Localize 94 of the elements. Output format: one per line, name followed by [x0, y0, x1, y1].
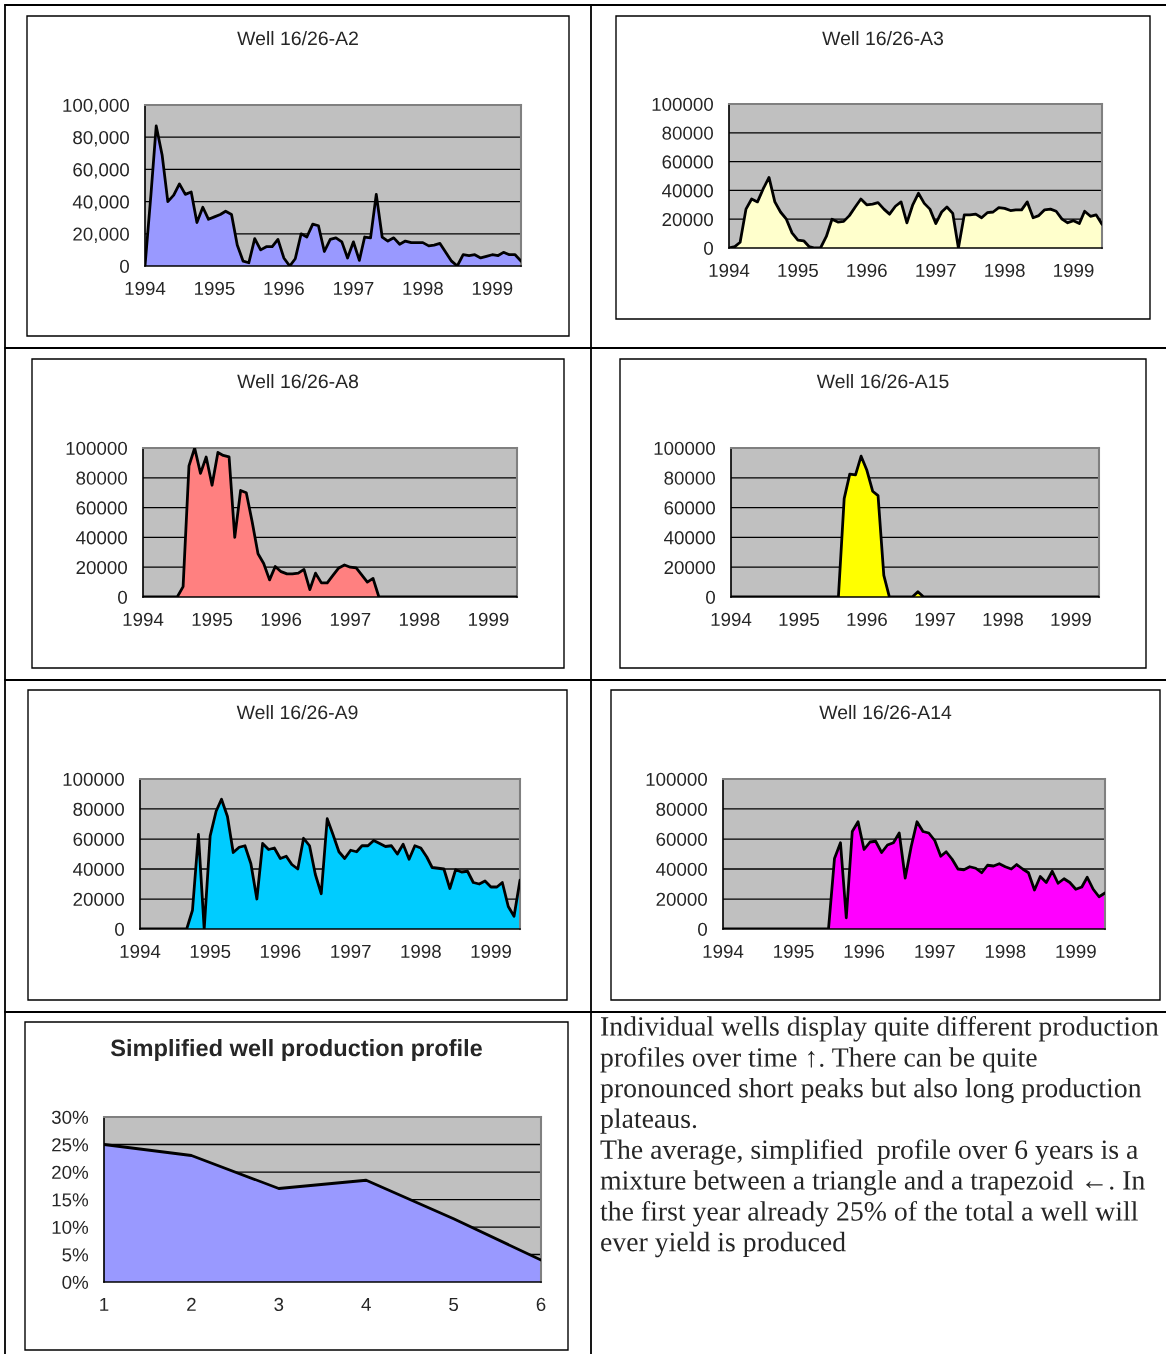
y-tick-label: 20,000	[73, 227, 129, 243]
y-tick-label: 20%	[52, 1165, 89, 1179]
y-tick-label: 80000	[76, 471, 127, 485]
text: Individual wells display quite different production profiles over time ↑. There can be quite pronounced short peaks but also long production plateaus.	[600, 1016, 1159, 1134]
y-tick-label: 0	[704, 241, 713, 255]
x-tick-label: 1996	[847, 263, 887, 278]
x-tick-label: 1997	[334, 281, 374, 296]
y-tick-label: 0	[115, 922, 124, 936]
y-tick-label: 80000	[664, 471, 715, 485]
y-tick-label: 40000	[656, 862, 707, 876]
chart-title: Well 16/26-A9	[236, 704, 358, 720]
x-tick-label: 1997	[915, 612, 955, 627]
x-tick-label: 1997	[331, 944, 371, 959]
y-tick-label: 100000	[646, 772, 707, 786]
y-tick-label: 10%	[52, 1220, 89, 1234]
y-tick-label: 60000	[664, 501, 715, 515]
x-tick-label: 1999	[1056, 944, 1096, 959]
chart-title: Well 16/26-A14	[819, 704, 952, 720]
y-tick-label: 100000	[63, 772, 124, 786]
y-tick-label: 20000	[656, 892, 707, 906]
x-tick-label: 1994	[120, 944, 161, 959]
y-tick-label: 0%	[62, 1275, 89, 1289]
y-tick-label: 40000	[73, 862, 124, 876]
y-tick-label: 60,000	[73, 163, 129, 179]
x-tick-label: 3	[274, 1297, 284, 1312]
x-tick-label: 1996	[844, 944, 885, 959]
x-tick-label: 1995	[774, 944, 814, 959]
y-tick-label: 60000	[76, 501, 127, 515]
y-tick-label: 20000	[664, 560, 715, 575]
x-tick-label: 1994	[709, 263, 750, 278]
y-tick-label: 0	[706, 590, 715, 604]
y-tick-label: 60000	[73, 832, 124, 846]
y-tick-label: 5%	[62, 1248, 89, 1262]
x-tick-label: 1994	[703, 944, 744, 959]
x-tick-label: 1995	[779, 612, 820, 627]
chart-title: Well 16/26-A2	[237, 30, 358, 46]
x-tick-label: 1997	[915, 944, 955, 959]
y-tick-label: 100000	[66, 441, 127, 455]
y-tick-label: 0	[118, 590, 127, 604]
y-tick-label: 100000	[654, 441, 715, 455]
x-tick-label: 1	[100, 1297, 109, 1311]
y-tick-label: 80000	[662, 126, 713, 140]
x-tick-label: 4	[361, 1297, 371, 1311]
y-tick-label: 20000	[73, 892, 124, 906]
chart-title: Well 16/26-A15	[816, 373, 949, 389]
x-tick-label: 1995	[192, 612, 233, 627]
x-tick-label: 1999	[472, 281, 513, 296]
y-tick-label: 80000	[73, 802, 124, 816]
x-tick-label: 1998	[985, 263, 1025, 278]
x-tick-label: 1995	[778, 263, 818, 278]
y-tick-label: 25%	[52, 1138, 89, 1152]
y-tick-label: 40000	[664, 531, 715, 545]
y-tick-label: 100,000	[63, 98, 129, 115]
chart-title: Simplified well production profile	[110, 1038, 482, 1062]
x-tick-label: 1999	[1054, 263, 1094, 278]
x-tick-label: 1995	[194, 281, 235, 296]
x-tick-label: 1995	[190, 944, 231, 959]
x-tick-label: 1998	[403, 281, 443, 296]
x-tick-label: 1998	[401, 944, 441, 959]
x-tick-label: 1996	[260, 944, 301, 959]
x-tick-label: 1998	[983, 612, 1023, 627]
x-tick-label: 2	[187, 1297, 196, 1311]
x-tick-label: 1994	[125, 281, 166, 296]
x-tick-label: 1997	[916, 263, 956, 278]
y-tick-label: 100000	[652, 97, 713, 111]
y-tick-label: 60000	[662, 155, 713, 169]
y-tick-label: 60000	[656, 832, 707, 846]
x-tick-label: 1998	[399, 612, 440, 627]
x-tick-label: 6	[536, 1297, 546, 1312]
y-tick-label: 30%	[51, 1110, 89, 1124]
x-tick-label: 1994	[123, 612, 164, 627]
y-tick-label: 15%	[52, 1193, 89, 1207]
x-tick-label: 1999	[469, 612, 509, 627]
y-tick-label: 80,000	[73, 130, 129, 147]
x-tick-label: 5	[449, 1297, 459, 1312]
x-tick-label: 1994	[711, 612, 752, 627]
y-tick-label: 0	[120, 259, 129, 273]
y-tick-label: 40000	[662, 184, 713, 198]
y-tick-label: 20000	[662, 212, 713, 227]
y-tick-label: 40,000	[72, 195, 129, 211]
x-tick-label: 1999	[471, 944, 511, 959]
chart-title: Well 16/26-A8	[237, 373, 359, 389]
text: The average, simplified profile over 6 years is a mixture between a triangle and a trapezoid ←. In the first year already 25% of the total a well will ever yield is produced	[600, 1139, 1145, 1258]
x-tick-label: 1997	[330, 612, 371, 627]
y-tick-label: 0	[698, 922, 707, 936]
y-tick-label: 40000	[76, 531, 127, 545]
y-tick-label: 20000	[76, 560, 127, 575]
chart-title: Well 16/26-A3	[822, 30, 944, 46]
x-tick-label: 1998	[985, 944, 1026, 959]
y-tick-label: 80000	[656, 802, 707, 816]
x-tick-label: 1996	[264, 281, 304, 296]
x-tick-label: 1996	[261, 612, 302, 627]
x-tick-label: 1996	[847, 612, 887, 627]
x-tick-label: 1999	[1051, 612, 1091, 627]
